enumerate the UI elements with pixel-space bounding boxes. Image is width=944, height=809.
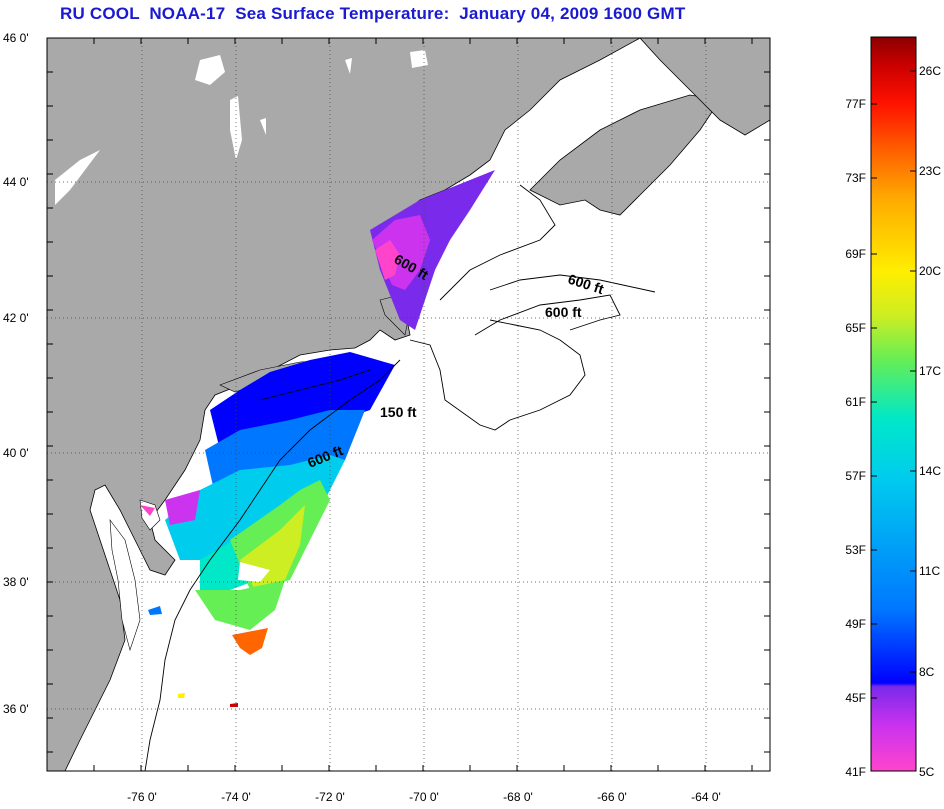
- colorbar-f-53: 53F: [845, 543, 866, 557]
- colorbar-f-77: 77F: [845, 97, 866, 111]
- colorbar-c-14: 14C: [919, 464, 941, 478]
- colorbar-f-49: 49F: [845, 617, 866, 631]
- colorbar-f-57: 57F: [845, 469, 866, 483]
- colorbar-f-41: 41F: [845, 765, 866, 779]
- land-nova-scotia: [529, 94, 721, 216]
- colorbar-c-5: 5C: [919, 765, 935, 779]
- bathymetry-contours: [144, 184, 656, 771]
- lon-label-72: -72 0': [315, 790, 345, 804]
- contour-label-150ft: 150 ft: [380, 404, 417, 420]
- colorbar-c-23: 23C: [919, 164, 941, 178]
- colorbar-f-45: 45F: [845, 691, 866, 705]
- colorbar: [870, 36, 917, 772]
- colorbar-c-8: 8C: [919, 665, 935, 679]
- sst-swath: [140, 170, 495, 707]
- colorbar-c-20: 20C: [919, 264, 941, 278]
- lon-label-64: -64 0': [691, 790, 721, 804]
- lat-label-44: 44 0': [3, 175, 29, 189]
- lat-label-42: 42 0': [3, 311, 29, 325]
- colorbar-f-69: 69F: [845, 247, 866, 261]
- lon-label-66: -66 0': [597, 790, 627, 804]
- map-title: RU COOL NOAA-17 Sea Surface Temperature:…: [60, 4, 686, 23]
- frame-ticks: [47, 38, 770, 771]
- land-cape-breton: [639, 38, 770, 136]
- lat-label-46: 46 0': [3, 31, 29, 45]
- lon-label-76: -76 0': [127, 790, 157, 804]
- lon-label-70: -70 0': [409, 790, 439, 804]
- lat-label-38: 38 0': [3, 575, 29, 589]
- map-frame: [46, 37, 771, 772]
- colorbar-f-61: 61F: [845, 395, 866, 409]
- colorbar-f-73: 73F: [845, 171, 866, 185]
- lat-label-36: 36 0': [3, 702, 29, 716]
- colorbar-c-26: 26C: [919, 64, 941, 78]
- colorbar-ticks: [871, 70, 916, 699]
- chesapeake-bay: [109, 519, 141, 652]
- lon-label-68: -68 0': [503, 790, 533, 804]
- lat-label-40: 40 0': [3, 446, 29, 460]
- colorbar-c-11: 11C: [919, 564, 940, 578]
- contour-label-600ft-georges-south: 600 ft: [545, 304, 582, 320]
- lon-label-74: -74 0': [221, 790, 251, 804]
- colorbar-f-65: 65F: [845, 321, 866, 335]
- lat-lon-grid: [47, 38, 770, 771]
- colorbar-c-17: 17C: [919, 364, 941, 378]
